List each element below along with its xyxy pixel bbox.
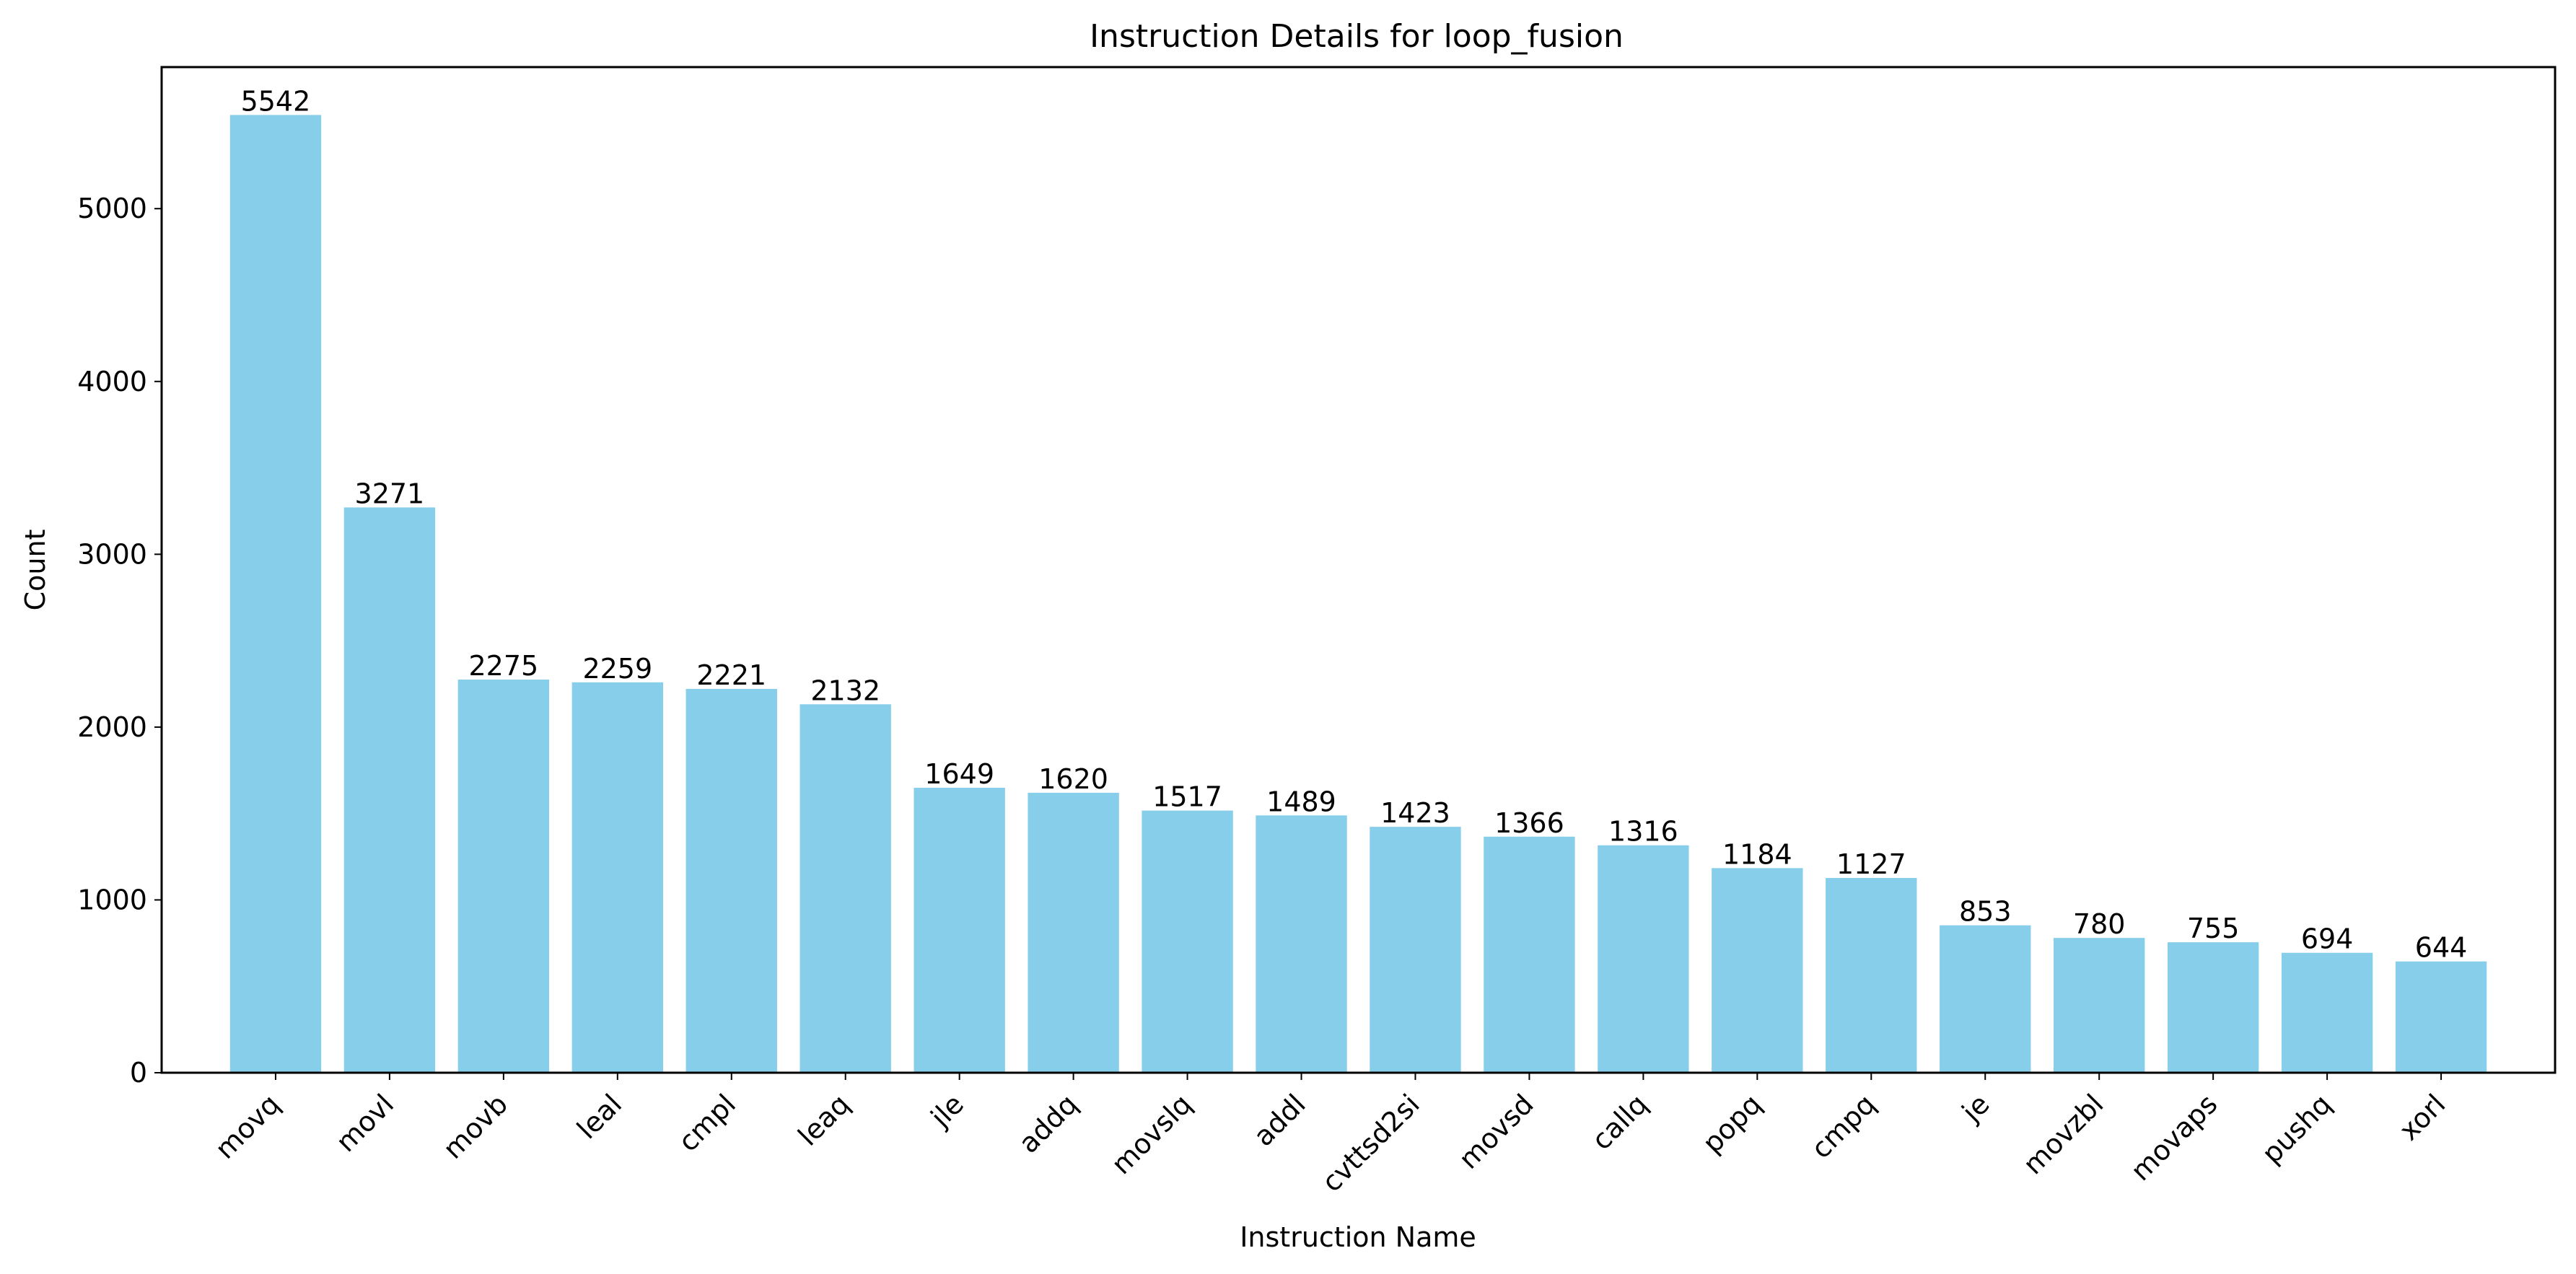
data-label-addq: 1620 bbox=[1038, 763, 1108, 795]
data-label-movslq: 1517 bbox=[1152, 781, 1222, 813]
data-label-jle: 1649 bbox=[924, 758, 994, 790]
data-label-movl: 3271 bbox=[355, 478, 425, 509]
bar-leaq bbox=[799, 704, 891, 1073]
data-label-addl: 1489 bbox=[1266, 786, 1336, 817]
bar-movslq bbox=[1142, 810, 1233, 1073]
bar-cmpq bbox=[1826, 878, 1917, 1073]
bar-callq bbox=[1598, 845, 1689, 1073]
bar-je bbox=[1940, 925, 2031, 1073]
data-labels-layer: 5542 3271 2275 2259 2221 2132 1649 1620 1517 1489… bbox=[241, 85, 2468, 963]
y-tick-label-5000: 5000 bbox=[77, 193, 147, 224]
data-label-movq: 5542 bbox=[241, 85, 311, 117]
data-label-movaps: 755 bbox=[2187, 913, 2240, 944]
y-axis: 0 1000 2000 3000 4000 5000 bbox=[77, 193, 162, 1089]
data-label-leaq: 2132 bbox=[810, 675, 880, 706]
data-label-callq: 1316 bbox=[1608, 816, 1678, 848]
bar-pushq bbox=[2281, 952, 2373, 1073]
y-axis-label: Count bbox=[19, 530, 51, 611]
data-label-cmpl: 2221 bbox=[696, 659, 766, 691]
bar-jle bbox=[914, 787, 1005, 1073]
bar-popq bbox=[1712, 868, 1803, 1073]
data-label-popq: 1184 bbox=[1722, 838, 1792, 870]
data-label-movsd: 1366 bbox=[1494, 807, 1564, 839]
bar-addl bbox=[1256, 815, 1347, 1073]
y-tick-label-4000: 4000 bbox=[77, 366, 147, 397]
data-label-pushq: 694 bbox=[2301, 923, 2354, 955]
y-tick-label-3000: 3000 bbox=[77, 538, 147, 570]
data-label-cvttsd2si: 1423 bbox=[1380, 797, 1450, 829]
bar-movzbl bbox=[2054, 938, 2145, 1073]
bar-addq bbox=[1028, 792, 1119, 1073]
y-tick-label-0: 0 bbox=[130, 1057, 147, 1089]
bars-layer bbox=[229, 115, 2487, 1073]
bar-xorl bbox=[2395, 961, 2487, 1073]
data-label-movzbl: 780 bbox=[2073, 908, 2126, 940]
data-label-xorl: 644 bbox=[2415, 932, 2468, 964]
y-tick-label-1000: 1000 bbox=[77, 884, 147, 915]
data-label-cmpq: 1127 bbox=[1836, 848, 1906, 880]
chart-title: Instruction Details for loop_fusion bbox=[1090, 18, 1624, 55]
bar-cmpl bbox=[685, 688, 777, 1073]
bar-cvttsd2si bbox=[1370, 827, 1461, 1073]
bar-movaps bbox=[2167, 942, 2259, 1073]
bar-movsd bbox=[1484, 836, 1575, 1073]
y-tick-label-2000: 2000 bbox=[77, 711, 147, 743]
data-label-leal: 2259 bbox=[582, 653, 652, 685]
bar-movl bbox=[343, 507, 436, 1073]
bar-leal bbox=[571, 682, 663, 1073]
plot-frame bbox=[160, 66, 2557, 1074]
x-axis-label: Instruction Name bbox=[1240, 1221, 1476, 1253]
data-label-je: 853 bbox=[1959, 896, 2012, 928]
data-label-movb: 2275 bbox=[468, 650, 538, 682]
bar-movq bbox=[229, 115, 322, 1073]
bar-movb bbox=[457, 680, 550, 1073]
